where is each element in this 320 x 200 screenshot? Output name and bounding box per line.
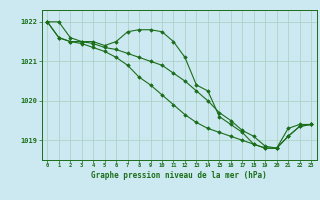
X-axis label: Graphe pression niveau de la mer (hPa): Graphe pression niveau de la mer (hPa): [91, 171, 267, 180]
